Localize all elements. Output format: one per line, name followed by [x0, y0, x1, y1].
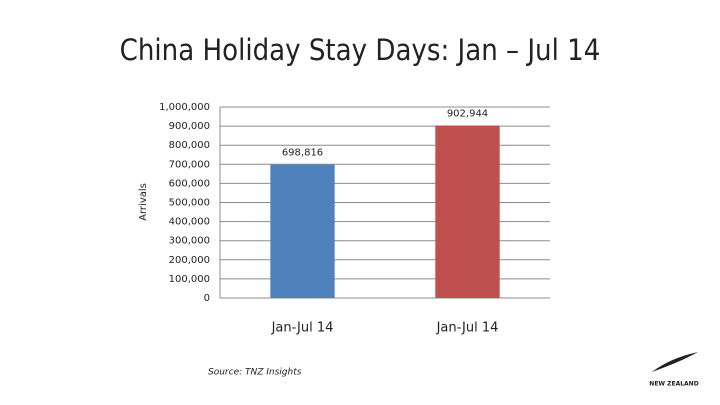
bar: [270, 164, 335, 298]
logo: NEW ZEALAND: [649, 352, 699, 388]
logo-text: NEW ZEALAND: [649, 381, 698, 388]
y-tick-label: 300,000: [169, 236, 210, 247]
y-tick-label: 800,000: [169, 140, 210, 151]
y-tick-label: 700,000: [169, 159, 210, 170]
y-tick-label: 900,000: [169, 121, 210, 132]
y-tick-label: 1,000,000: [159, 102, 210, 113]
value-label: 698,816: [282, 148, 323, 159]
y-tick-label: 200,000: [169, 255, 210, 266]
y-tick-label: 500,000: [169, 198, 210, 209]
fern-icon: [652, 352, 698, 372]
y-tick-label: 100,000: [169, 274, 210, 285]
y-axis-label: Arrivals: [138, 183, 149, 221]
y-tick-label: 0: [204, 293, 210, 304]
y-tick-label: 600,000: [169, 178, 210, 189]
x-tick-label: Jan-Jul 14: [271, 321, 334, 336]
chart-title: China Holiday Stay Days: Jan – Jul 14: [120, 33, 601, 67]
bar: [435, 125, 500, 299]
value-label: 902,944: [447, 109, 488, 120]
x-tick-label: Jan-Jul 14: [436, 321, 499, 336]
y-tick-label: 400,000: [169, 217, 210, 228]
source: Source: TNZ Insights: [208, 368, 302, 378]
